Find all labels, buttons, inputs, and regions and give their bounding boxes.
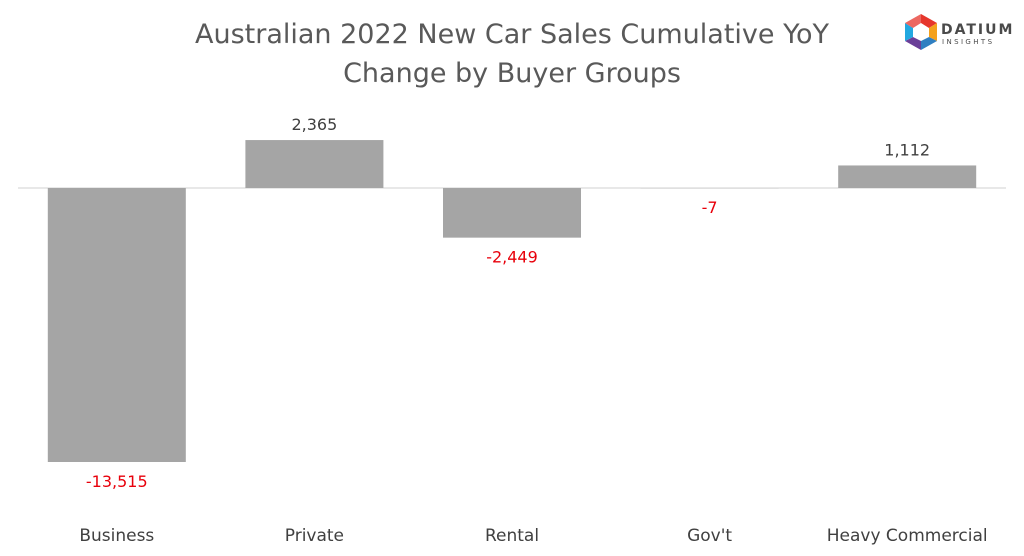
category-label: Business — [79, 526, 154, 546]
value-label: 2,365 — [291, 115, 337, 134]
logo-facet — [921, 37, 937, 50]
value-labels: -13,515 2,365 -2,449 -7 1,112 — [86, 115, 930, 491]
category-label: Private — [285, 526, 344, 546]
logo-wordmark: DATIUM — [941, 22, 1014, 38]
category-label: Gov't — [687, 526, 732, 546]
logo-facet — [905, 23, 913, 41]
bar — [443, 188, 581, 238]
value-label: -2,449 — [486, 248, 538, 267]
value-label: -13,515 — [86, 472, 148, 491]
value-label: 1,112 — [884, 140, 930, 159]
chart-title-line: Australian 2022 New Car Sales Cumulative… — [195, 19, 830, 50]
category-labels: Business Private Rental Gov't Heavy Commerci… — [79, 526, 987, 546]
category-label: Heavy Commercial — [827, 526, 988, 546]
bar — [47, 188, 186, 462]
bar — [838, 165, 977, 188]
logo-subtitle: INSIGHTS — [942, 38, 994, 46]
logo-facet — [929, 23, 937, 41]
chart-title: Australian 2022 New Car Sales Cumulative… — [195, 19, 830, 89]
logo-facet — [905, 37, 921, 50]
logo-facet — [921, 14, 937, 28]
bars — [47, 140, 977, 462]
value-label: -7 — [702, 198, 718, 217]
category-label: Rental — [485, 526, 539, 546]
chart-title-line: Change by Buyer Groups — [343, 58, 681, 89]
logo-facet — [905, 14, 921, 28]
bar — [245, 140, 384, 188]
